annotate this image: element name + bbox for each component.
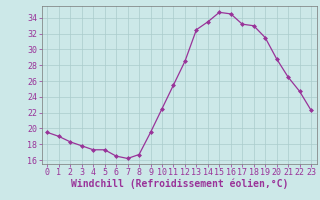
X-axis label: Windchill (Refroidissement éolien,°C): Windchill (Refroidissement éolien,°C) [70, 179, 288, 189]
